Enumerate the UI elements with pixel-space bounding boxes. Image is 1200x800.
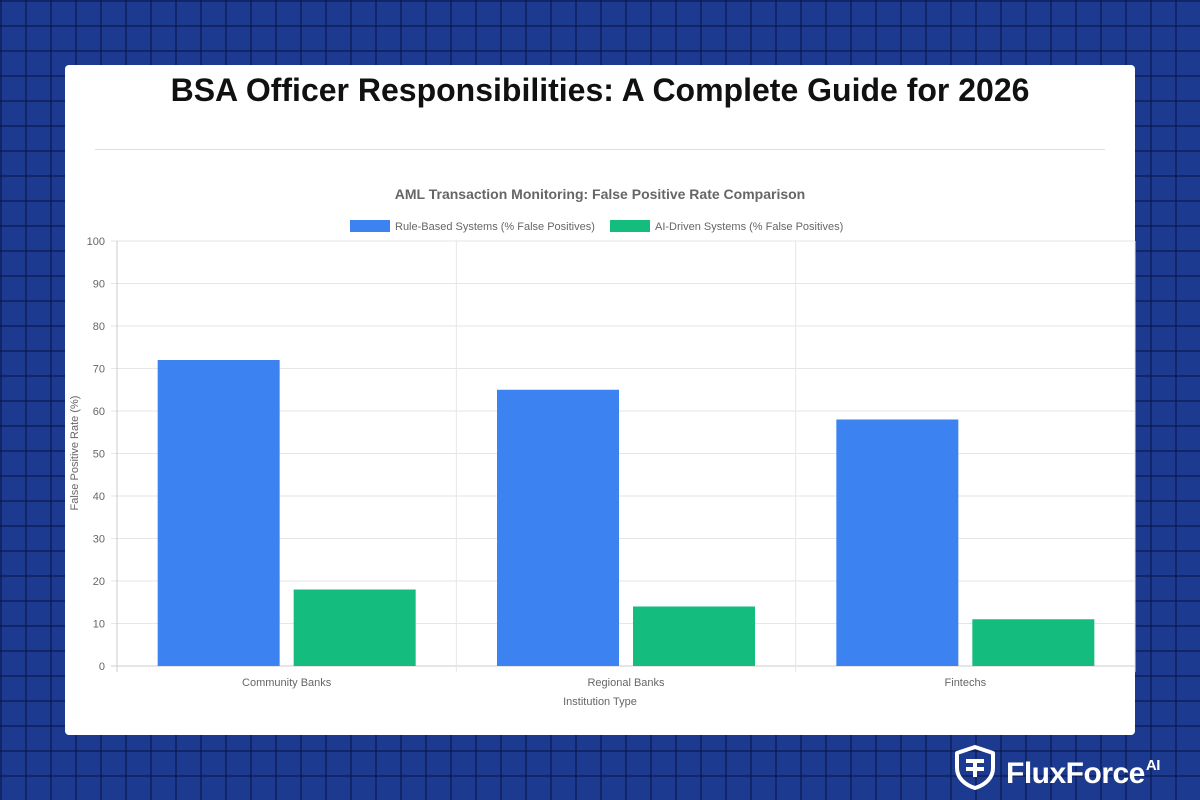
title-divider	[95, 149, 1105, 150]
bar-rule-based	[836, 419, 959, 666]
legend-label-rule-based: Rule-Based Systems (% False Positives)	[395, 221, 595, 233]
y-axis-ticks: 0 10 20 30 40 50 60 70 80 90 100	[87, 236, 105, 673]
x-axis-ticks: Community Banks Regional Banks Fintechs	[242, 677, 987, 689]
bar-rule-based	[497, 389, 619, 666]
y-tick-label: 70	[93, 364, 105, 376]
brand-wordmark: FluxForce	[1006, 757, 1145, 790]
x-tick-label: Fintechs	[945, 677, 987, 689]
y-axis-label: False Positive Rate (%)	[69, 396, 81, 511]
y-tick-label: 40	[93, 491, 105, 503]
y-tick-label: 0	[99, 661, 105, 673]
x-axis-label: Institution Type	[563, 696, 637, 708]
legend-swatch-ai-driven	[610, 220, 650, 232]
x-tick-label: Community Banks	[242, 677, 332, 689]
chart-legend: Rule-Based Systems (% False Positives) A…	[350, 220, 843, 233]
chart-gridlines	[111, 240, 1136, 672]
shield-logo-icon	[955, 745, 995, 790]
y-tick-label: 20	[93, 576, 105, 588]
brand-name: FluxForceAI	[1006, 748, 1160, 792]
brand-suffix: AI	[1145, 757, 1161, 774]
y-tick-label: 80	[93, 321, 105, 333]
bar-ai-driven	[972, 619, 1095, 666]
fluxforce-logo: FluxForceAI	[952, 742, 1192, 792]
bar-ai-driven	[633, 606, 755, 666]
x-tick-label: Regional Banks	[587, 677, 665, 689]
bar-ai-driven	[293, 589, 416, 666]
legend-label-ai-driven: AI-Driven Systems (% False Positives)	[655, 221, 843, 233]
bar-rule-based	[157, 360, 280, 666]
chart-title: AML Transaction Monitoring: False Positi…	[395, 186, 805, 202]
y-tick-label: 10	[93, 619, 105, 631]
y-tick-label: 50	[93, 449, 105, 461]
y-tick-label: 90	[93, 279, 105, 291]
legend-swatch-rule-based	[350, 220, 390, 232]
y-tick-label: 30	[93, 534, 105, 546]
chart-bars	[157, 360, 1095, 666]
y-tick-label: 60	[93, 406, 105, 418]
page-title: BSA Officer Responsibilities: A Complete…	[170, 72, 1030, 108]
y-tick-label: 100	[87, 236, 105, 248]
